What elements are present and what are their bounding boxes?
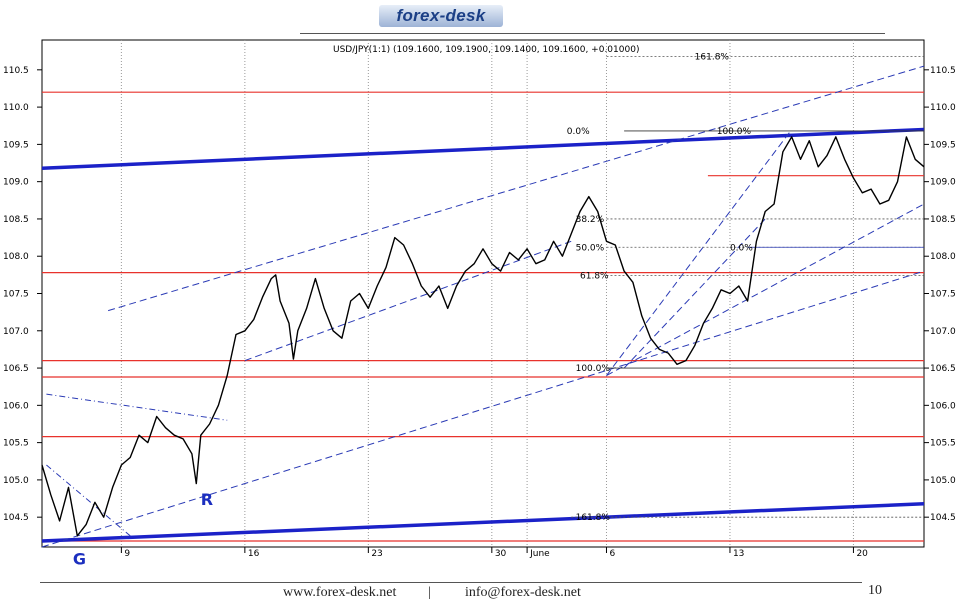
- y-tick-label-right: 106.0: [930, 401, 956, 411]
- y-tick-label-right: 110.0: [930, 103, 956, 113]
- annotation-g: G: [73, 549, 86, 568]
- y-tick-label-left: 105.5: [3, 439, 29, 449]
- y-tick-label-right: 104.5: [930, 513, 956, 523]
- footer-website-link[interactable]: www.forex-desk.net: [283, 585, 397, 600]
- dash-dot-line-top: [46, 393, 228, 421]
- page-number: 10: [868, 583, 882, 598]
- fib-label: 50.0%: [576, 243, 605, 253]
- footer-divider: [40, 582, 862, 583]
- y-tick-label-left: 109.0: [3, 178, 29, 188]
- y-tick-label-right: 107.0: [930, 327, 956, 337]
- fib-label: 161.8%: [576, 513, 611, 523]
- dashed-channel-upper: [108, 65, 925, 312]
- y-tick-label-left: 106.5: [3, 364, 29, 374]
- y-tick-label-left: 110.0: [3, 103, 29, 113]
- y-tick-label-left: 108.5: [3, 215, 29, 225]
- y-tick-label-right: 109.0: [930, 178, 956, 188]
- y-tick-label-right: 105.5: [930, 439, 956, 449]
- y-tick-label-left: 109.5: [3, 140, 29, 150]
- x-tick-label: 13: [733, 549, 744, 559]
- logo-text: forex-desk: [396, 6, 486, 25]
- y-tick-label-right: 108.5: [930, 215, 956, 225]
- price-chart: 9 16 23 30 June 6 13 20 110.5 110.5 110.0 110.0 109.…: [3, 39, 956, 568]
- x-tick-label: 30: [495, 549, 507, 559]
- fib-label: 0.0%: [730, 243, 753, 253]
- footer-separator: |: [428, 585, 431, 600]
- upper-trend-line: [41, 127, 925, 170]
- dashed-fan-line-3: [623, 218, 766, 369]
- dashed-fan-line-2: [606, 129, 793, 376]
- y-tick-label-left: 106.0: [3, 401, 29, 411]
- dash-dot-line-bottom: [46, 464, 131, 537]
- y-tick-label-left: 110.5: [3, 66, 29, 76]
- brand-logo: forex-desk: [379, 5, 503, 27]
- x-tick-label: 23: [371, 549, 382, 559]
- fib-label: 161.8%: [695, 52, 730, 62]
- footer-email-link[interactable]: info@forex-desk.net: [465, 585, 581, 600]
- annotation-r: R: [201, 490, 213, 509]
- x-tick-label: 6: [609, 549, 615, 559]
- y-tick-label-left: 104.5: [3, 513, 29, 523]
- dashed-channel-mid: [244, 240, 572, 362]
- lower-trend-line: [41, 502, 925, 543]
- chart-title: USD/JPY(1:1) (109.1600, 109.1900, 109.14…: [333, 45, 639, 55]
- y-tick-label-left: 107.0: [3, 327, 29, 337]
- header-divider: [300, 33, 885, 34]
- dashed-fan-line-1: [606, 203, 925, 376]
- y-tick-label-right: 106.5: [930, 364, 956, 374]
- y-tick-label-right: 108.0: [930, 252, 956, 262]
- fib-label: 100.0%: [717, 127, 752, 137]
- price-series-line: [41, 136, 925, 537]
- x-tick-label: 9: [124, 549, 130, 559]
- dashed-channel-lower: [41, 270, 925, 548]
- fib-label: 38.2%: [576, 215, 605, 225]
- x-tick-label: June: [529, 549, 550, 559]
- plot-frame: [41, 39, 925, 548]
- x-tick-label: 16: [248, 549, 260, 559]
- y-tick-label-right: 110.5: [930, 66, 956, 76]
- y-tick-label-left: 108.0: [3, 252, 29, 262]
- y-tick-label-left: 107.5: [3, 290, 29, 300]
- y-tick-label-right: 107.5: [930, 290, 956, 300]
- y-tick-label-right: 105.0: [930, 476, 956, 486]
- x-tick-label: 20: [856, 549, 868, 559]
- fib-label: 100.0%: [576, 364, 611, 374]
- fib-label: 61.8%: [580, 272, 609, 282]
- y-tick-label-left: 105.0: [3, 476, 29, 486]
- y-tick-label-right: 109.5: [930, 140, 956, 150]
- fib-label: 0.0%: [567, 127, 590, 137]
- plot-area: 9 16 23 30 June 6 13 20 110.5 110.5 110.0 110.0 109.…: [3, 39, 956, 568]
